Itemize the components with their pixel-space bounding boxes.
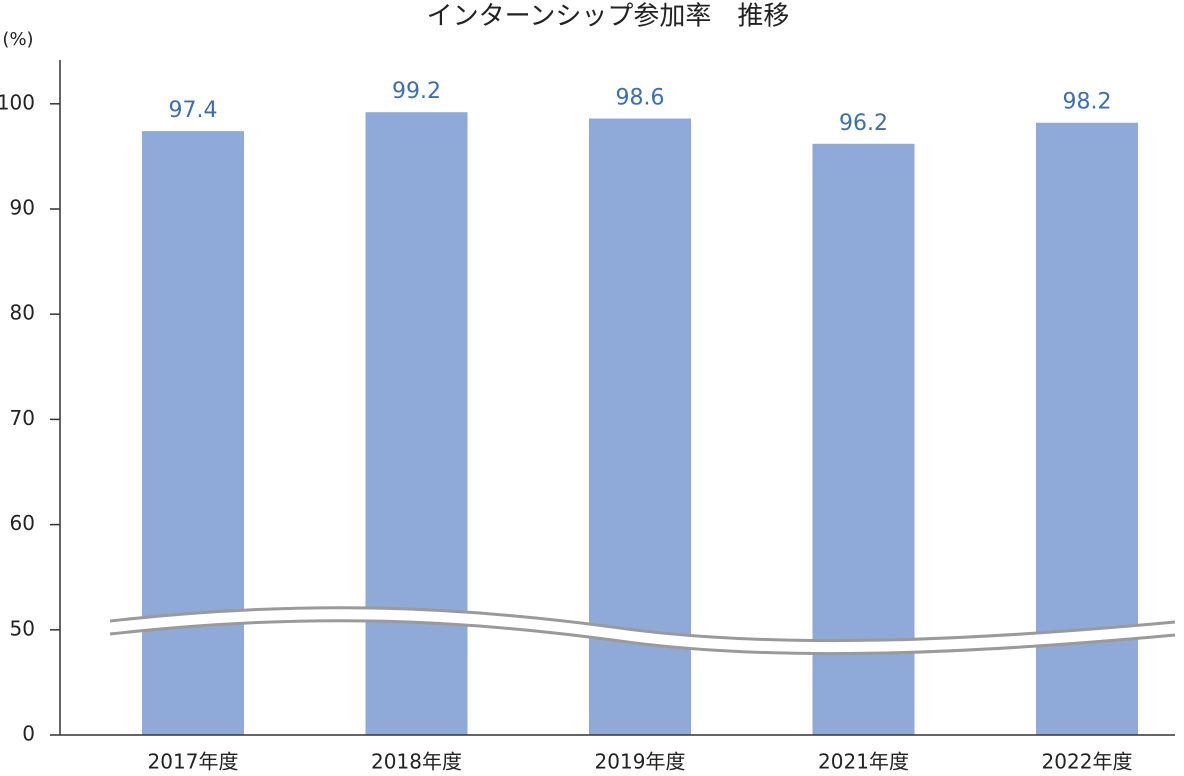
x-tick-label: 2022年度 xyxy=(1042,750,1133,774)
axis-break xyxy=(109,606,1176,656)
value-label: 98.2 xyxy=(1063,90,1112,115)
y-tick-label: 70 xyxy=(10,406,35,430)
y-tick-label: 50 xyxy=(10,616,35,640)
y-tick-label: 100 xyxy=(0,90,35,114)
y-axis-label: (%) xyxy=(2,29,33,50)
bar xyxy=(365,112,468,735)
x-tick-label: 2021年度 xyxy=(818,750,909,774)
value-label: 96.2 xyxy=(839,111,888,136)
bar xyxy=(812,143,915,735)
x-tick-label: 2017年度 xyxy=(148,750,239,774)
x-tick-label: 2019年度 xyxy=(595,750,686,774)
chart-title: インターンシップ参加率 推移 xyxy=(427,2,790,32)
bar xyxy=(142,131,244,736)
value-label: 99.2 xyxy=(392,79,441,104)
value-label: 97.4 xyxy=(169,98,218,123)
y-tick-label: 80 xyxy=(10,301,35,325)
y-tick-label: 60 xyxy=(10,511,35,535)
x-tick-label: 2018年度 xyxy=(371,750,462,774)
y-tick-label: 0 xyxy=(22,722,35,746)
y-tick-label: 90 xyxy=(10,196,35,220)
value-label: 98.6 xyxy=(616,86,665,111)
